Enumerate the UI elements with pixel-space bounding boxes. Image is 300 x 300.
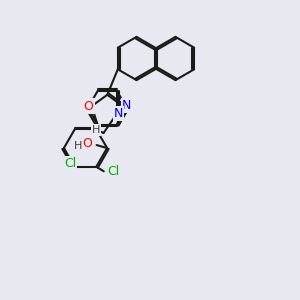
Text: Cl: Cl (107, 165, 119, 178)
Text: O: O (82, 137, 92, 150)
Text: N: N (114, 107, 123, 120)
Text: H: H (74, 141, 82, 151)
Text: O: O (84, 100, 94, 113)
Text: N: N (122, 99, 131, 112)
Text: H: H (92, 125, 100, 135)
Text: Cl: Cl (64, 158, 76, 170)
